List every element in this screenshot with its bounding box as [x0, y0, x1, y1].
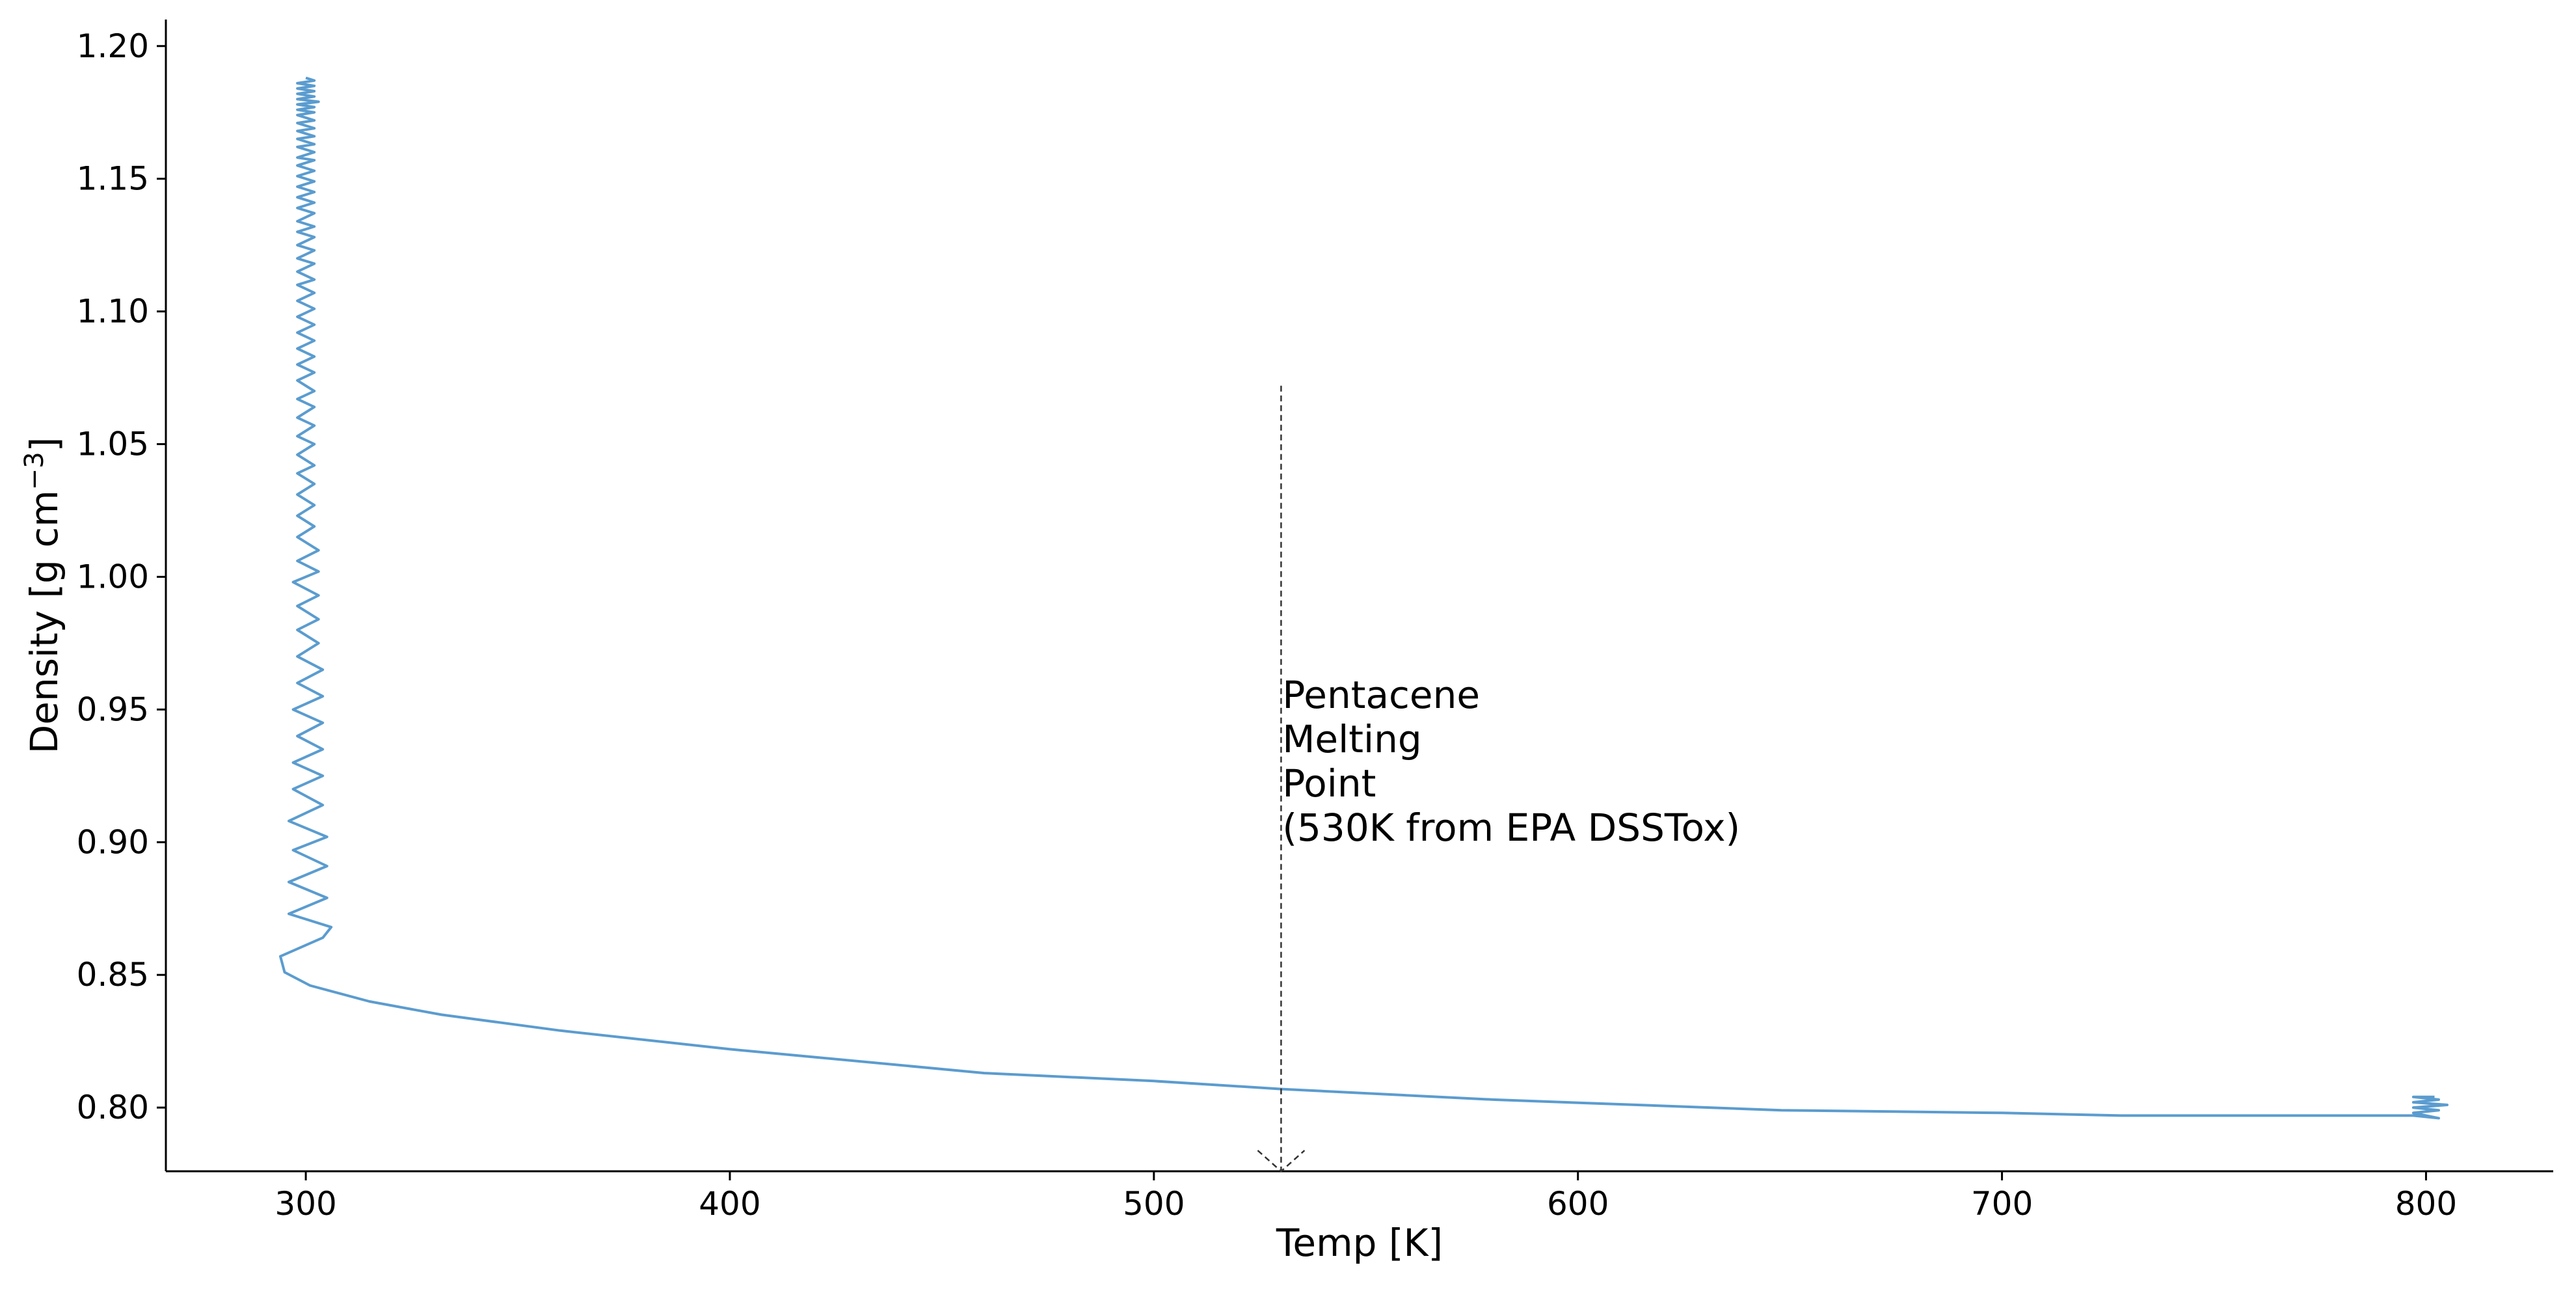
- y-axis-label: Density [g cm−3]: [20, 437, 66, 754]
- y-tick-label: 1.05: [77, 426, 149, 463]
- x-tick-label: 700: [1971, 1185, 2033, 1223]
- annotation-label-line: Pentacene: [1282, 673, 1480, 717]
- y-tick-label: 1.00: [77, 558, 149, 595]
- y-tick-label: 0.95: [77, 690, 149, 728]
- annotation-label-line: Point: [1282, 761, 1376, 806]
- melting-point-arrowhead: [1257, 1150, 1306, 1173]
- x-tick-label: 400: [699, 1185, 760, 1223]
- annotation-label-line: Melting: [1282, 717, 1421, 761]
- y-tick-label: 0.85: [77, 956, 149, 994]
- density-series-line: [279, 76, 2449, 1120]
- y-tick-label: 0.90: [77, 823, 149, 861]
- y-axis-label-superscript: −3: [20, 452, 49, 490]
- x-tick-label: 600: [1547, 1185, 1609, 1223]
- y-ticks: 0.80 0.85 0.90 0.95 1.00 1.05 1.10 1.15 1.20: [77, 27, 166, 1126]
- x-tick-label: 800: [2395, 1185, 2457, 1223]
- x-tick-label: 300: [275, 1185, 336, 1223]
- annotation-label-line: (530K from EPA DSSTox): [1282, 806, 1740, 850]
- x-axis-label: Temp [K]: [1276, 1221, 1443, 1265]
- axes: [165, 20, 2553, 1173]
- y-tick-label: 0.80: [77, 1089, 149, 1126]
- x-ticks: 300 400 500 600 700 800: [275, 1171, 2457, 1223]
- series-layer: [279, 76, 2449, 1120]
- y-tick-label: 1.10: [77, 293, 149, 331]
- y-axis-label-main: Density [g cm: [22, 490, 66, 754]
- x-tick-label: 500: [1123, 1185, 1185, 1223]
- y-tick-label: 1.20: [77, 27, 149, 65]
- y-axis-label-suffix: ]: [22, 437, 66, 452]
- y-tick-label: 1.15: [77, 160, 149, 198]
